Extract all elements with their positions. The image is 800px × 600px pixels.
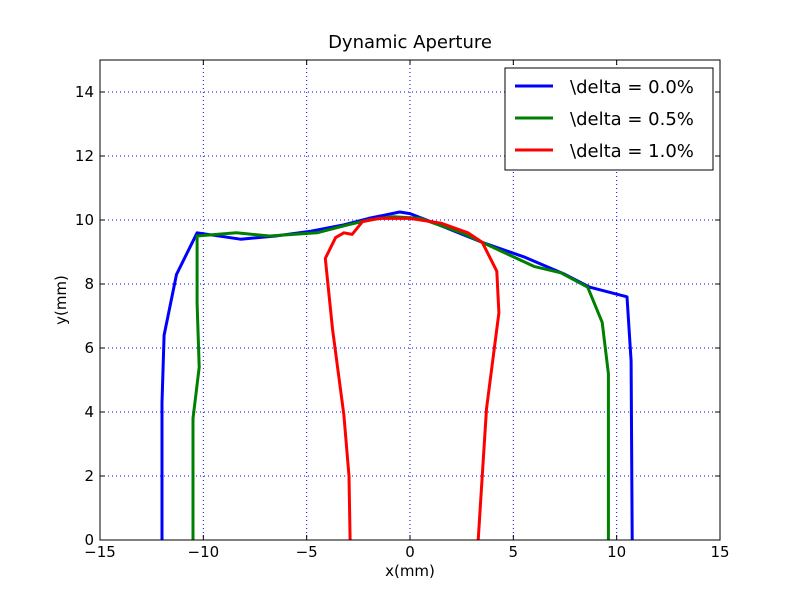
y-tick-label: 10 (75, 211, 94, 229)
legend-label-3: \delta = 1.0% (570, 141, 694, 162)
y-tick-label: 12 (75, 147, 94, 165)
y-tick-label: 2 (84, 467, 94, 485)
x-tick-label: −5 (296, 543, 318, 561)
ticks: −15 −10 −5 0 5 10 15 0 2 4 6 8 10 12 14 (75, 60, 730, 561)
x-tick-label: 15 (710, 543, 729, 561)
x-tick-label: −15 (84, 543, 116, 561)
legend: \delta = 0.0% \delta = 0.5% \delta = 1.0% (504, 67, 714, 171)
chart-title: Dynamic Aperture (328, 32, 492, 53)
y-axis-label: y(mm) (52, 275, 70, 325)
x-tick-label: −10 (188, 543, 220, 561)
legend-label-2: \delta = 0.5% (570, 109, 694, 130)
y-tick-label: 0 (84, 531, 94, 549)
legend-label-1: \delta = 0.0% (570, 77, 694, 98)
series-layer (160, 210, 634, 541)
y-tick-label: 4 (84, 403, 94, 421)
x-tick-label: 0 (405, 543, 415, 561)
y-tick-label: 6 (84, 339, 94, 357)
x-tick-label: 5 (509, 543, 519, 561)
y-tick-label: 14 (75, 83, 94, 101)
series-line-3 (323, 216, 501, 541)
x-axis-label: x(mm) (385, 562, 435, 580)
x-tick-label: 10 (607, 543, 626, 561)
y-tick-label: 8 (84, 275, 94, 293)
